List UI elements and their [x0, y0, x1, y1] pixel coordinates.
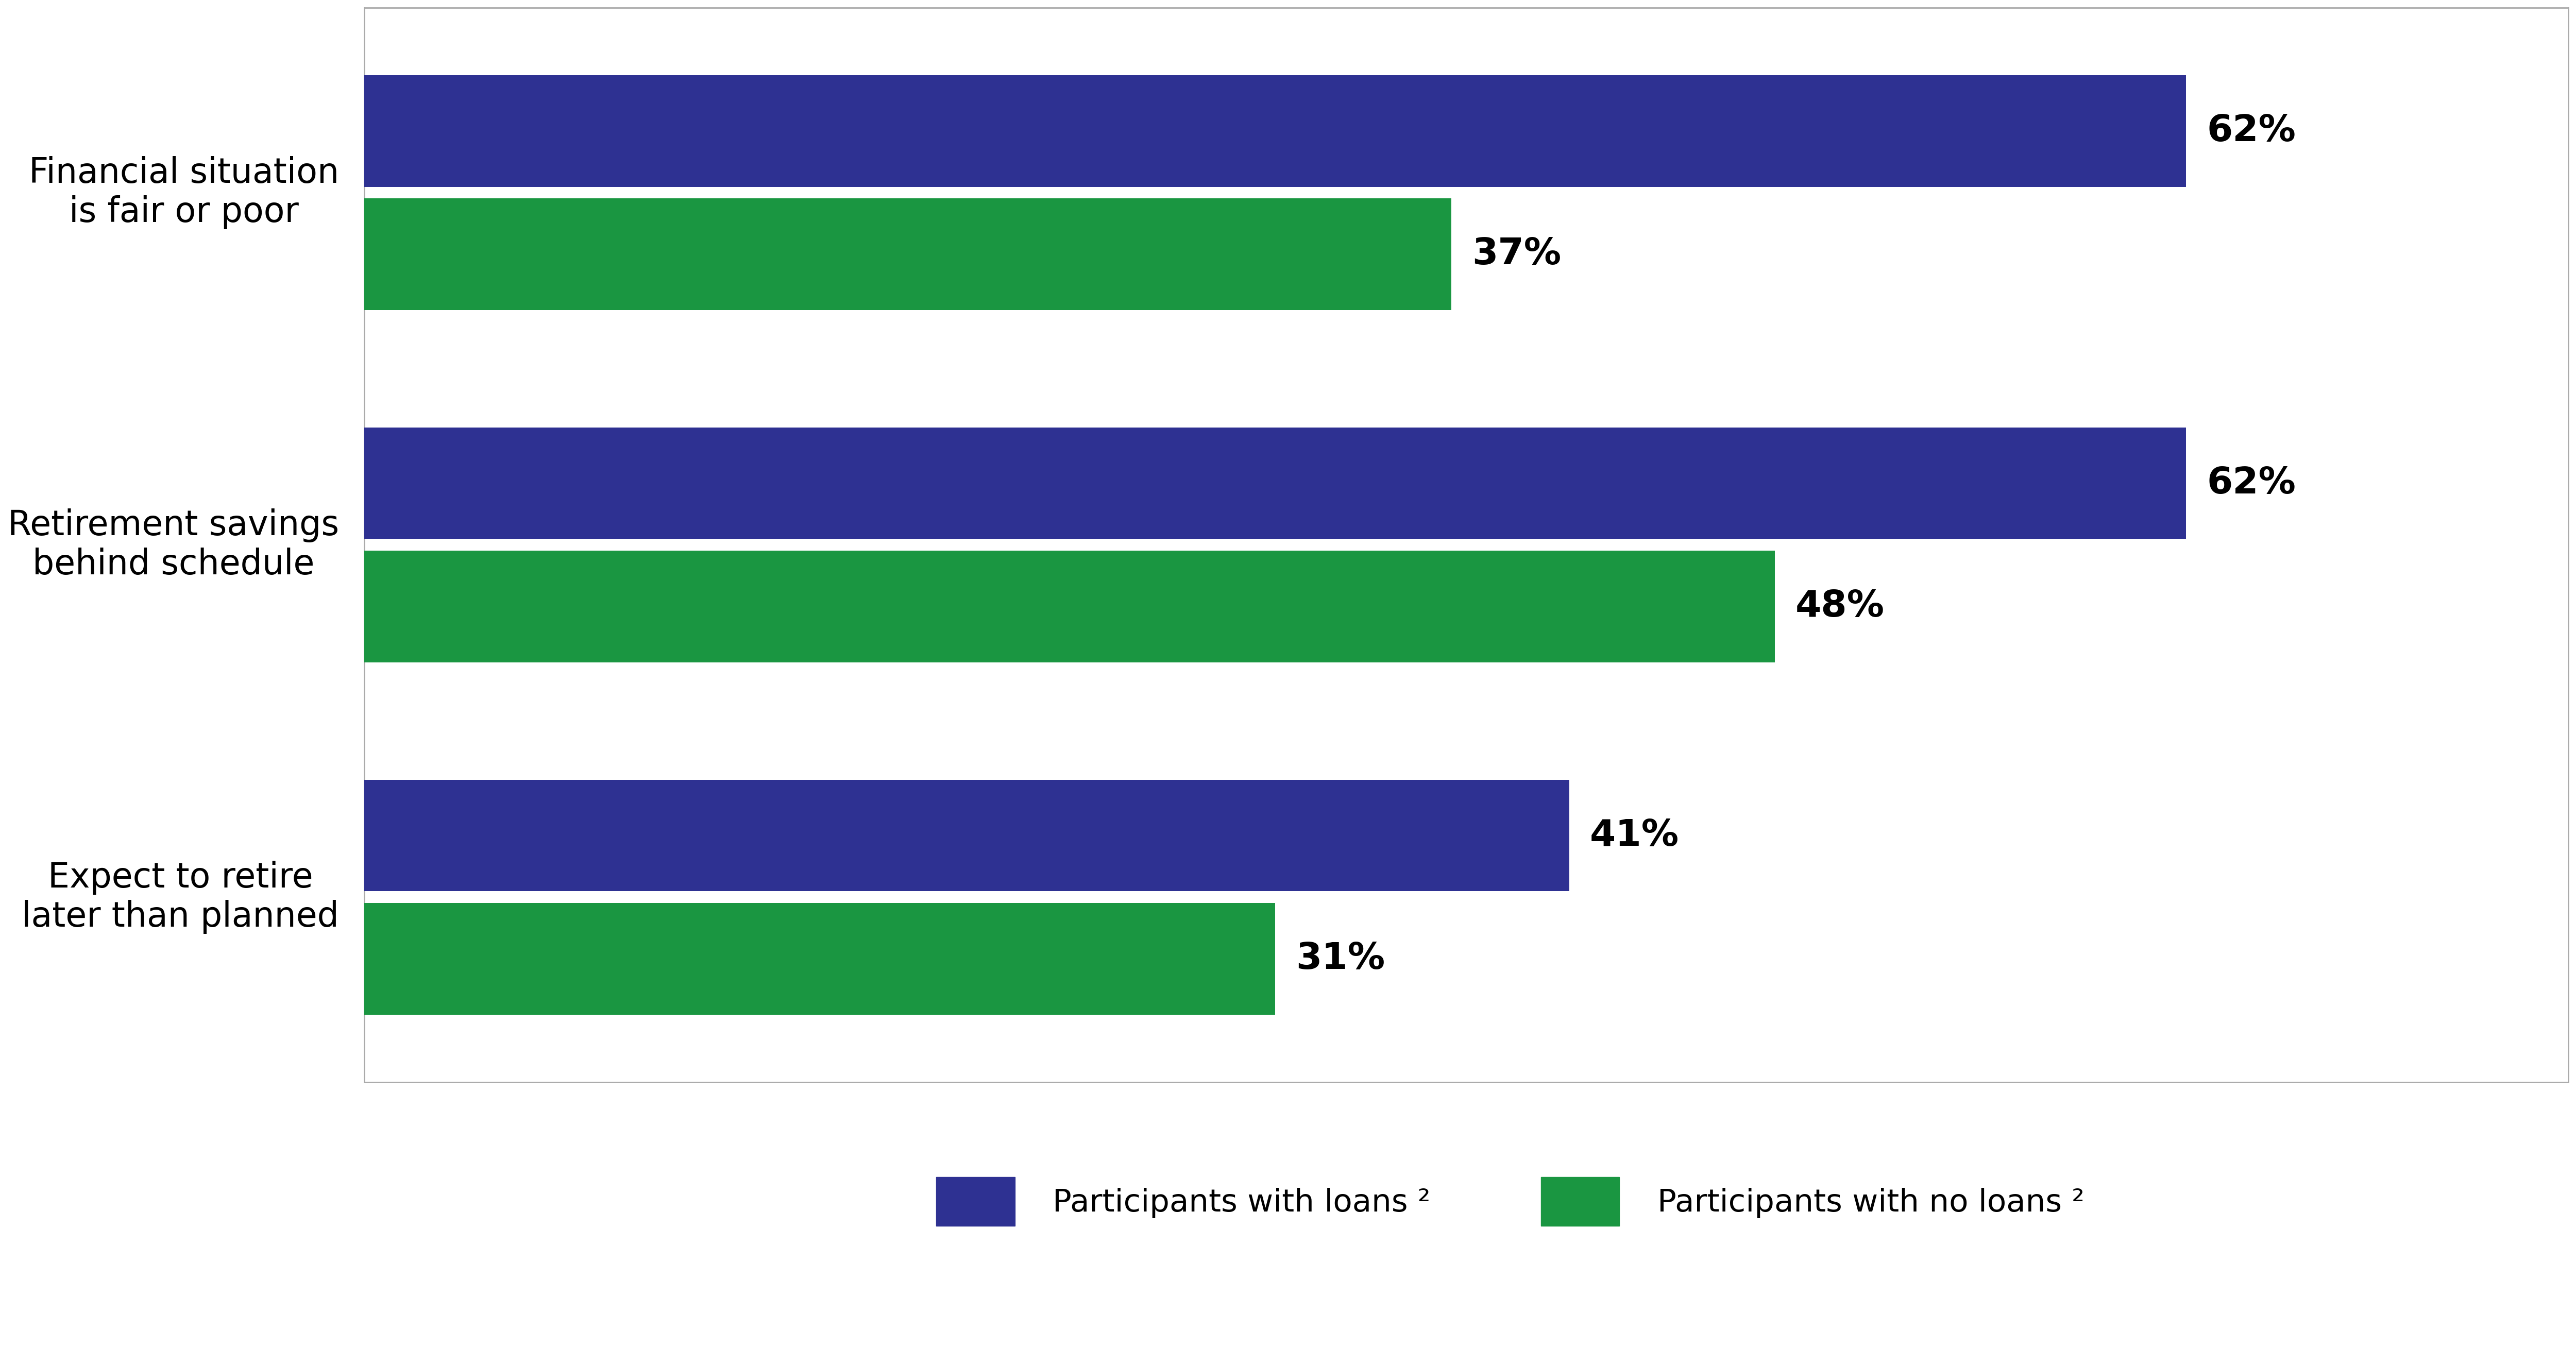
Text: 48%: 48%: [1795, 589, 1886, 624]
Bar: [363, 427, 2187, 539]
Bar: [363, 551, 1775, 662]
Bar: [363, 75, 2187, 187]
Bar: [363, 779, 1569, 891]
Text: 31%: 31%: [1296, 941, 1386, 976]
Legend: Participants with loans ², Participants with no loans ²: Participants with loans ², Participants …: [925, 1165, 2097, 1239]
Text: 41%: 41%: [1589, 818, 1680, 853]
Text: 62%: 62%: [2208, 113, 2295, 148]
Bar: [363, 903, 1275, 1015]
Text: 62%: 62%: [2208, 465, 2295, 501]
Text: 37%: 37%: [1471, 236, 1561, 272]
Bar: [363, 198, 1450, 310]
